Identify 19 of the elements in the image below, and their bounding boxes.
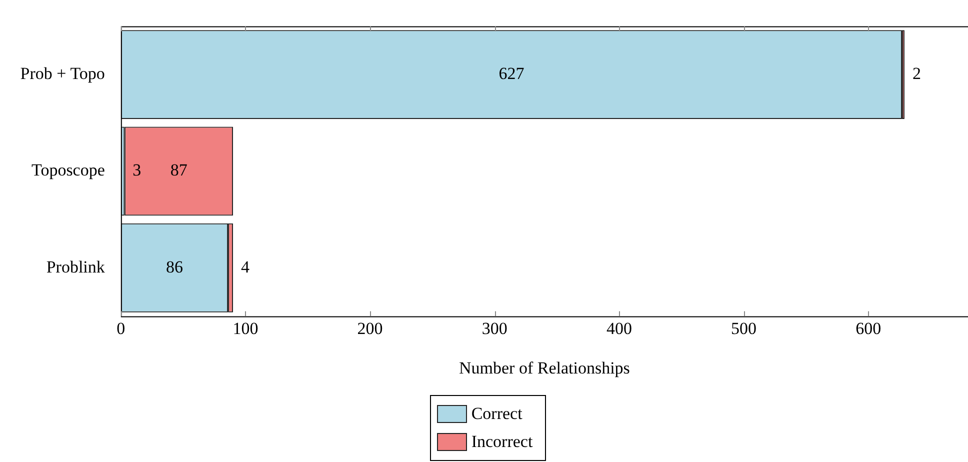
x-tick-label: 400 — [606, 318, 632, 338]
data-label: 627 — [498, 64, 525, 83]
data-label: 4 — [241, 257, 250, 276]
data-label: 2 — [912, 64, 921, 83]
legend-label: Correct — [471, 403, 522, 425]
x-tick-label: 100 — [232, 318, 258, 338]
x-tick-label: 0 — [116, 318, 126, 338]
data-label: 3 — [132, 160, 142, 180]
data-label: 87 — [170, 160, 188, 180]
data-label: 86 — [166, 257, 183, 276]
x-tick-label: 500 — [731, 318, 757, 338]
x-tick-label: 600 — [856, 318, 882, 338]
y-tick-label: Toposcope — [31, 160, 105, 180]
y-tick-label: Problink — [46, 257, 106, 276]
x-tick-label: 200 — [357, 318, 383, 338]
x-tick-label: 300 — [482, 318, 508, 338]
legend-label: Incorrect — [471, 431, 533, 453]
y-tick-label: Prob + Topo — [20, 64, 105, 83]
x-axis-title: Number of Relationships — [458, 358, 630, 378]
